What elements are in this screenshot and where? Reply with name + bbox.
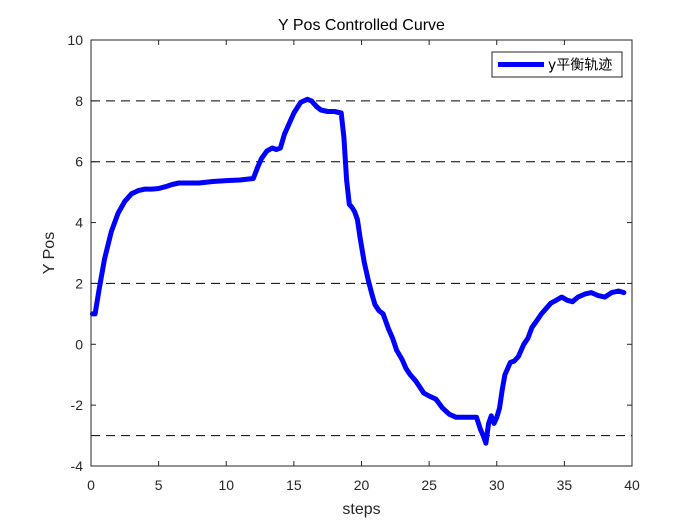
y-tick-label: 4: [75, 215, 83, 231]
legend-label: y平衡轨迹: [548, 58, 612, 74]
x-axis: 0 5 10 15 20 25 30 35 40: [87, 40, 640, 493]
x-axis-label: steps: [342, 501, 380, 518]
x-tick-label: 15: [286, 477, 302, 493]
y-tick-label: -4: [71, 458, 84, 474]
x-tick-label: 0: [87, 477, 95, 493]
x-tick-label: 20: [354, 477, 370, 493]
x-tick-label: 35: [557, 477, 573, 493]
legend: y平衡轨迹: [491, 51, 623, 78]
y-tick-label: 10: [67, 32, 83, 48]
series-line: [89, 96, 627, 446]
reference-lines: [91, 100, 632, 437]
y-axis-label: Y Pos: [41, 232, 58, 274]
x-tick-label: 30: [489, 477, 505, 493]
y-tick-label: 8: [75, 93, 83, 109]
x-tick-label: 10: [218, 477, 234, 493]
x-tick-label: 25: [421, 477, 437, 493]
y-tick-label: 6: [75, 154, 83, 170]
x-tick-label: 5: [155, 477, 163, 493]
x-tick-label: 40: [624, 477, 640, 493]
y-tick-label: 0: [75, 336, 83, 352]
y-axis: -4 -2 0 2 4 6 8 10: [67, 32, 632, 474]
y-tick-label: -2: [71, 397, 84, 413]
chart-title: Y Pos Controlled Curve: [278, 17, 445, 34]
y-tick-label: 2: [75, 275, 83, 291]
